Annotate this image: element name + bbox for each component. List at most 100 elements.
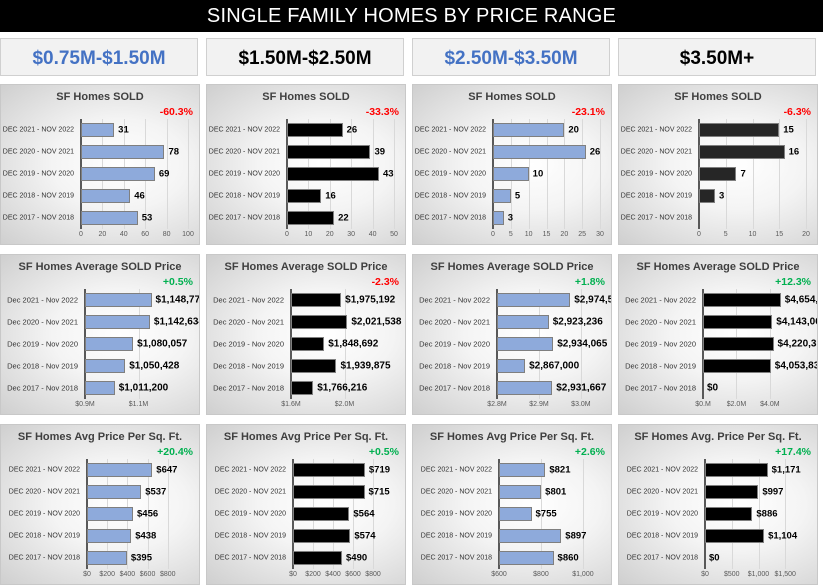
chart-title: SF Homes Avg Price Per Sq. Ft. xyxy=(223,431,389,443)
bar xyxy=(87,463,153,477)
x-tick-label: $200 xyxy=(305,571,321,578)
x-tick-label: 30 xyxy=(347,231,356,238)
category-label: DEC 2019 - NOV 2020 xyxy=(2,170,74,178)
x-tick-label: 30 xyxy=(596,231,604,238)
bar xyxy=(81,145,165,159)
category-label: DEC 2021 - NOV 2022 xyxy=(208,126,280,134)
category-label: DEC 2018 - NOV 2019 xyxy=(208,192,280,200)
bar xyxy=(85,359,126,373)
category-label: DEC 2019 - NOV 2020 xyxy=(208,170,280,178)
x-tick-label: 15 xyxy=(542,231,551,238)
x-tick-label: $800 xyxy=(533,571,549,578)
bar xyxy=(703,359,771,373)
x-tick-label: 0 xyxy=(697,231,701,238)
category-label: DEC 2017 - NOV 2018 xyxy=(414,214,486,222)
category-label: Dec 2020 - Nov 2021 xyxy=(213,317,284,327)
value-label: $2,867,000 xyxy=(529,360,580,372)
category-label: DEC 2019 - NOV 2020 xyxy=(420,510,492,518)
bar xyxy=(293,463,365,477)
chart-title: SF Homes Average SOLD Price xyxy=(224,261,388,273)
value-label: 78 xyxy=(168,146,180,158)
bar xyxy=(703,337,774,351)
chart-panel: SF Homes Avg Price Per Sq. Ft. +2.6% $600 $… xyxy=(412,424,612,585)
value-label: $1,142,634 xyxy=(153,316,200,328)
chart-panel: SF Homes Average SOLD Price +12.3% $0.M $2.… xyxy=(618,254,818,415)
chart-title: SF Homes Average SOLD Price xyxy=(430,261,594,273)
category-label: Dec 2020 - Nov 2021 xyxy=(7,317,78,327)
bar xyxy=(703,293,781,307)
value-label: $715 xyxy=(368,486,390,498)
bar xyxy=(497,337,554,351)
gridline xyxy=(344,289,346,399)
change-percent: +1.8% xyxy=(574,276,605,288)
category-label: Dec 2019 - Nov 2020 xyxy=(213,339,284,349)
x-tick-label: 20 xyxy=(98,231,107,238)
category-label: DEC 2021 - NOV 2022 xyxy=(626,466,698,474)
gridline xyxy=(806,119,807,229)
x-tick-label: 20 xyxy=(325,231,334,238)
value-label: 53 xyxy=(141,212,153,224)
chart-panel: SF Homes Avg Price Per Sq. Ft. +0.5% $0 $20… xyxy=(206,424,406,585)
category-label: DEC 2021 - NOV 2022 xyxy=(214,466,286,474)
category-label: Dec 2017 - Nov 2018 xyxy=(625,383,696,393)
change-percent: -2.3% xyxy=(371,276,399,288)
x-tick-label: 40 xyxy=(368,231,377,238)
bar xyxy=(499,507,532,521)
category-label: DEC 2018 - NOV 2019 xyxy=(2,192,74,200)
value-label: $4,654,147 xyxy=(784,294,818,306)
value-label: $2,931,667 xyxy=(556,382,607,394)
gridline xyxy=(138,289,140,399)
x-tick-label: 100 xyxy=(182,231,194,238)
x-tick-label: 20 xyxy=(802,231,810,238)
gridline xyxy=(785,459,787,569)
category-label: DEC 2020 - NOV 2021 xyxy=(620,148,692,156)
bar xyxy=(87,485,142,499)
value-label: 26 xyxy=(346,124,358,136)
x-tick-label: $0 xyxy=(83,571,91,578)
bar xyxy=(493,123,565,137)
category-label: Dec 2019 - Nov 2020 xyxy=(419,339,490,349)
chart-panel: SF Homes Average SOLD Price +0.5% $0.9M $1.… xyxy=(0,254,200,415)
x-tick-label: $2.9M xyxy=(529,401,549,408)
gridline xyxy=(546,119,548,229)
value-label: 16 xyxy=(325,190,336,202)
x-tick-label: 5 xyxy=(723,231,728,238)
category-label: DEC 2018 - NOV 2019 xyxy=(420,532,492,540)
bar xyxy=(699,145,785,159)
price-range-header-2: $1.50M-$2.50M xyxy=(206,38,404,76)
category-label: DEC 2020 - NOV 2021 xyxy=(2,148,74,156)
x-tick-label: 25 xyxy=(578,231,587,238)
category-label: DEC 2021 - NOV 2022 xyxy=(2,126,74,134)
category-label: DEC 2019 - NOV 2020 xyxy=(214,510,286,518)
x-tick-label: $500 xyxy=(723,571,740,578)
x-tick-label: 15 xyxy=(775,231,784,238)
category-label: Dec 2017 - Nov 2018 xyxy=(419,383,490,393)
bar xyxy=(293,507,350,521)
category-label: DEC 2019 - NOV 2020 xyxy=(626,510,698,518)
value-label: 15 xyxy=(783,124,794,136)
change-percent: +12.3% xyxy=(775,276,811,288)
bar xyxy=(81,167,155,181)
bar xyxy=(705,485,759,499)
category-label: DEC 2019 - NOV 2020 xyxy=(620,170,692,178)
x-tick-label: 80 xyxy=(162,231,171,238)
value-label: $574 xyxy=(354,530,376,542)
category-label: Dec 2017 - Nov 2018 xyxy=(213,383,284,393)
x-tick-label: $1.1M xyxy=(128,401,149,408)
chart-panel: SF Homes Avg. Price Per Sq. Ft. +17.4% $0 $… xyxy=(618,424,818,585)
change-percent: -23.1% xyxy=(571,106,605,118)
chart-title: SF Homes Average SOLD Price xyxy=(18,261,182,273)
x-tick-label: $800 xyxy=(159,571,176,578)
gridline xyxy=(353,459,354,569)
value-label: 10 xyxy=(532,168,544,180)
gridline xyxy=(394,119,395,229)
change-percent: +0.5% xyxy=(368,446,399,458)
value-label: 43 xyxy=(383,168,394,180)
chart-panel: SF Homes Average SOLD Price +1.8% $2.8M $2.… xyxy=(412,254,612,415)
chart-title: SF Homes SOLD xyxy=(262,91,350,103)
bar xyxy=(497,315,549,329)
gridline xyxy=(600,119,601,229)
gridline xyxy=(580,289,582,399)
value-label: $997 xyxy=(762,486,784,498)
value-label: $490 xyxy=(346,552,368,564)
